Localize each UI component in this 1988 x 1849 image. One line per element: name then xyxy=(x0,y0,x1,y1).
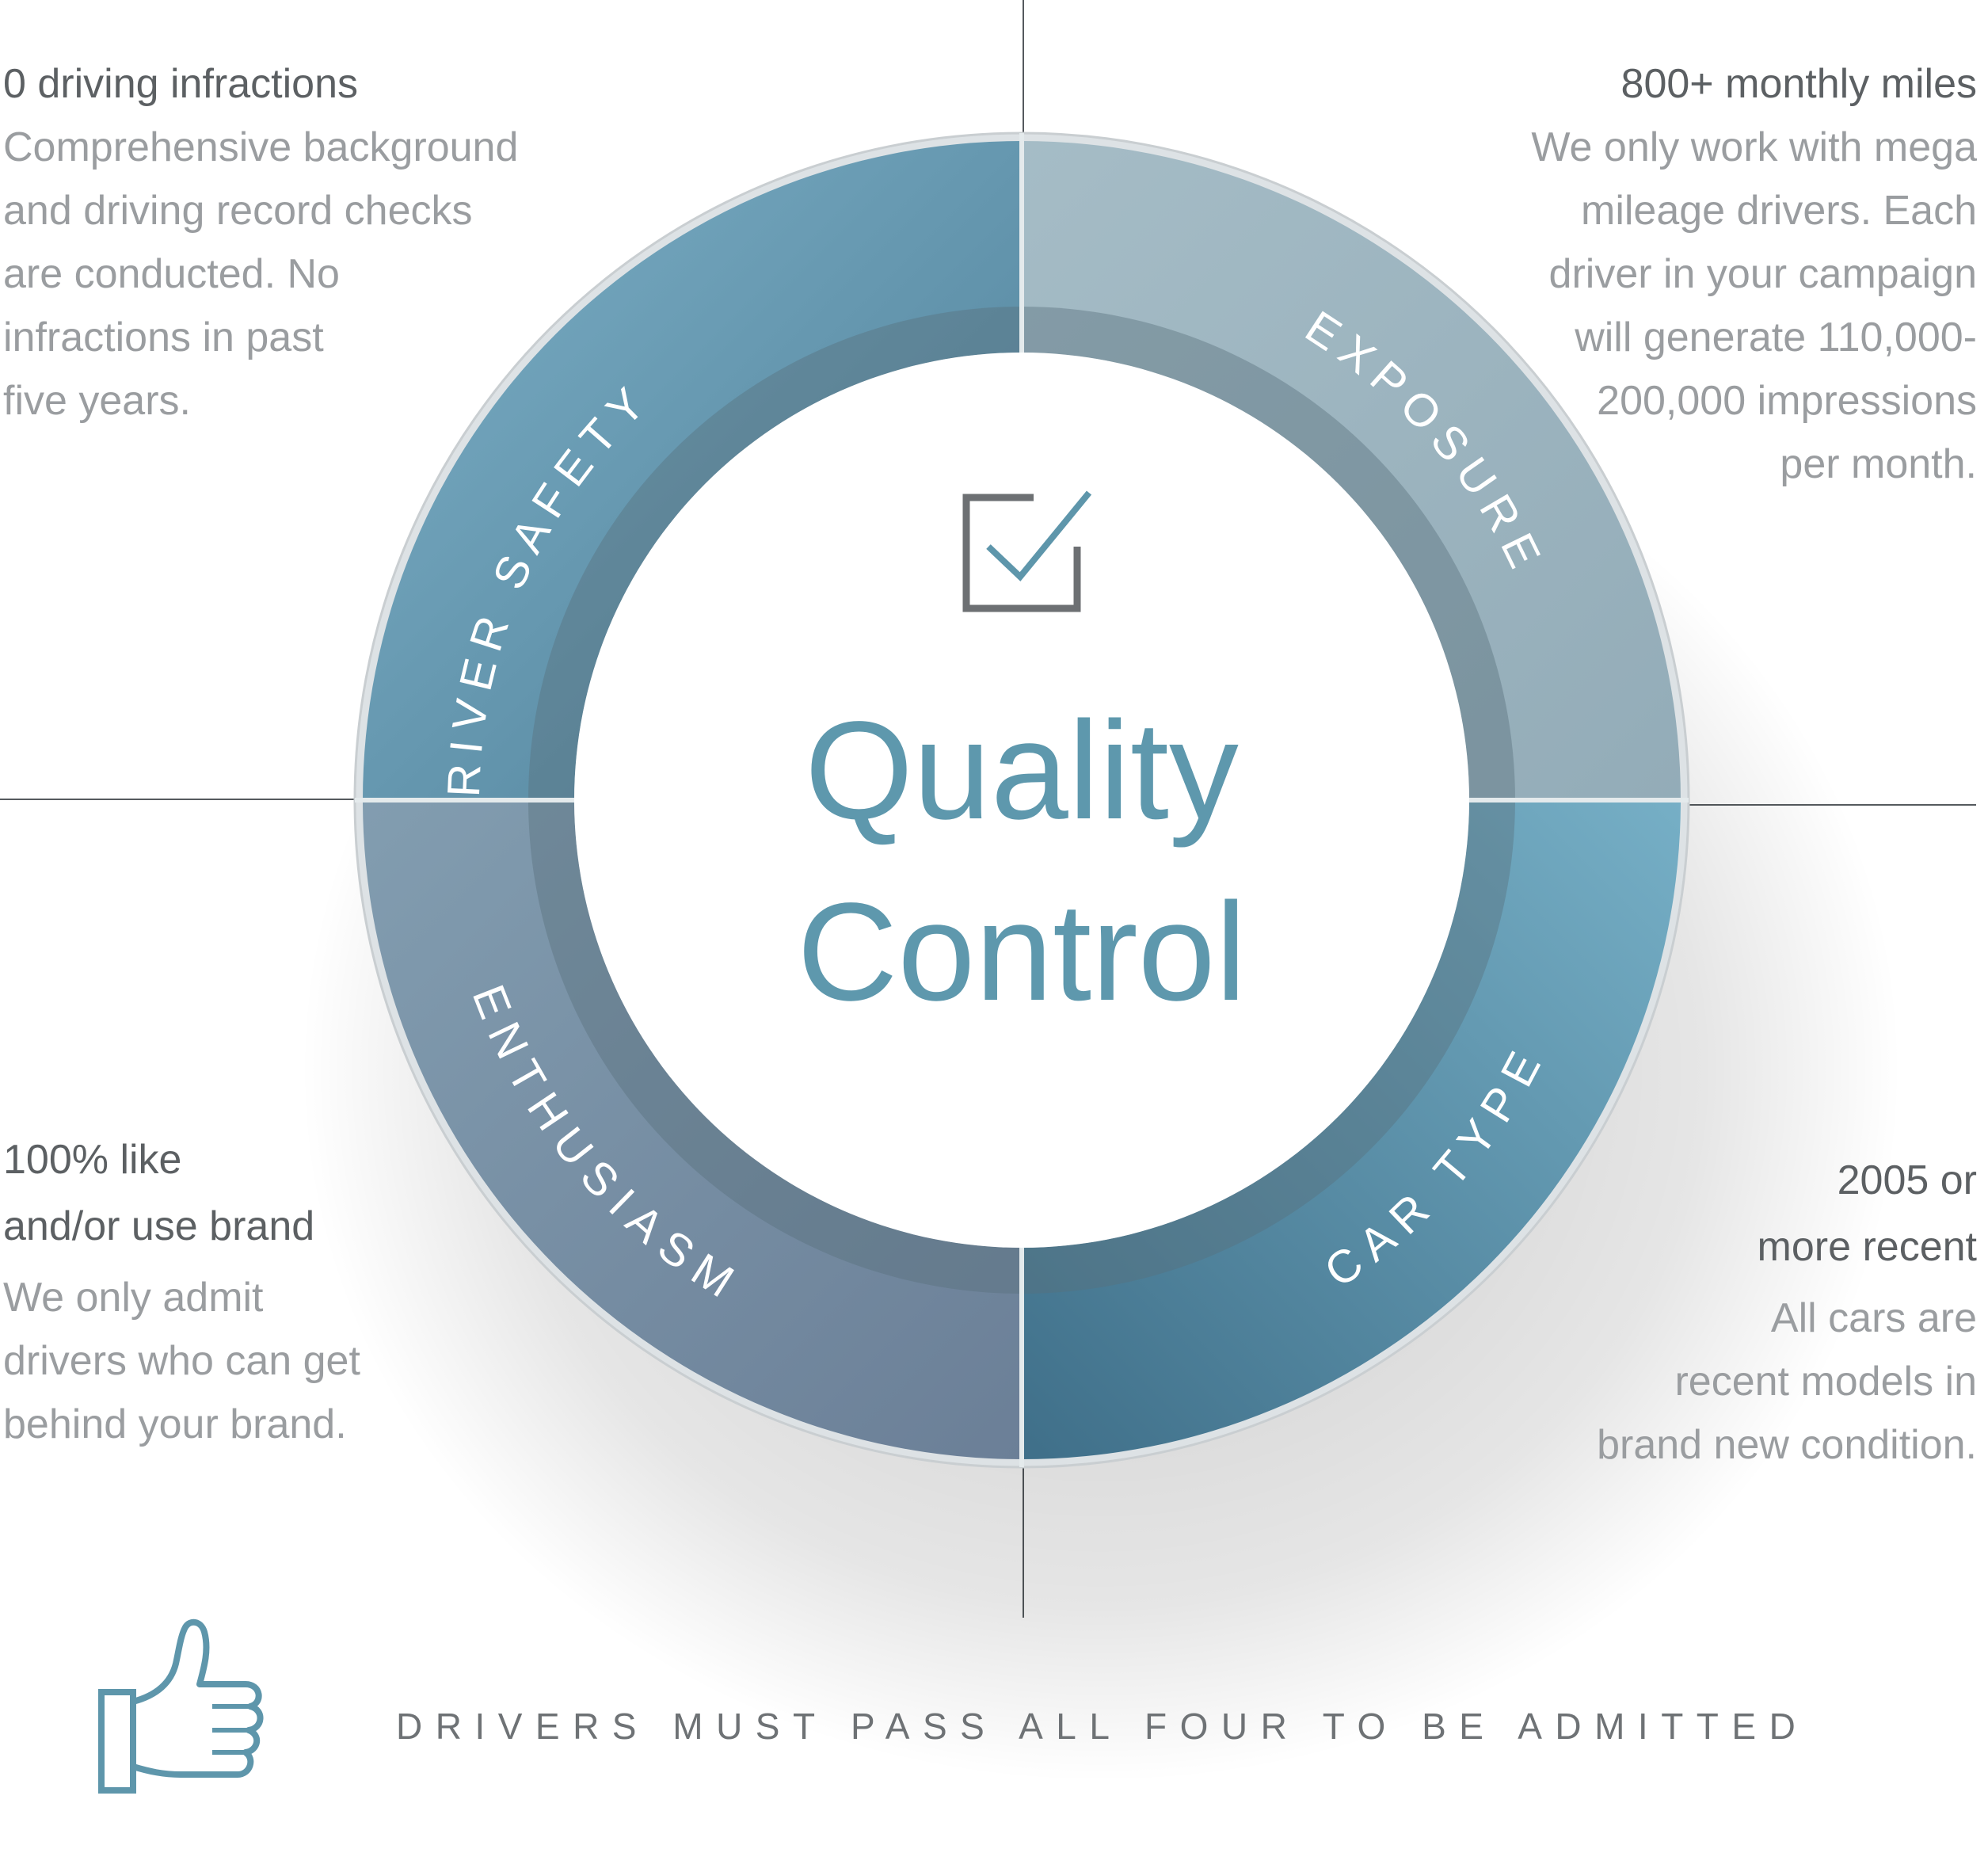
segment-driver-safety xyxy=(363,141,1022,800)
center-title-line2: Control xyxy=(797,875,1246,1030)
checkbox-check-icon xyxy=(962,490,1092,612)
segment-car-type xyxy=(1022,800,1681,1459)
driver-safety-body: Comprehensive background and driving rec… xyxy=(3,124,519,424)
exposure-blurb: 800+ monthly miles We only work with meg… xyxy=(1375,52,1977,496)
thumbs-up-icon xyxy=(98,1618,264,1794)
divider-top xyxy=(1023,0,1024,136)
enthusiasm-body: We only admit drivers who can get behind… xyxy=(3,1275,360,1447)
exposure-heading: 800+ monthly miles xyxy=(1620,61,1977,107)
segment-separators xyxy=(355,133,1689,1467)
car-type-body: All cars are recent models in brand new … xyxy=(1597,1295,1977,1468)
divider-left xyxy=(0,799,366,800)
admission-requirement-note: DRIVERS MUST PASS ALL FOUR TO BE ADMITTE… xyxy=(396,1706,1809,1747)
driver-safety-heading: 0 driving infractions xyxy=(3,61,358,107)
driver-safety-blurb: 0 driving infractions Comprehensive back… xyxy=(3,52,605,433)
car-type-heading: 2005 or more recent xyxy=(1757,1157,1977,1270)
enthusiasm-heading: 100% like and/or use brand xyxy=(3,1137,315,1249)
segment-enthusiasm xyxy=(363,800,1022,1459)
center-disc xyxy=(574,353,1469,1248)
exposure-body: We only work with mega mileage drivers. … xyxy=(1531,124,1977,487)
car-type-blurb: 2005 or more recent All cars are recent … xyxy=(1533,1147,1977,1477)
center-title-line1: Quality xyxy=(805,693,1239,848)
segment-exposure xyxy=(1022,141,1681,800)
enthusiasm-blurb: 100% like and/or use brand We only admit… xyxy=(3,1127,605,1456)
